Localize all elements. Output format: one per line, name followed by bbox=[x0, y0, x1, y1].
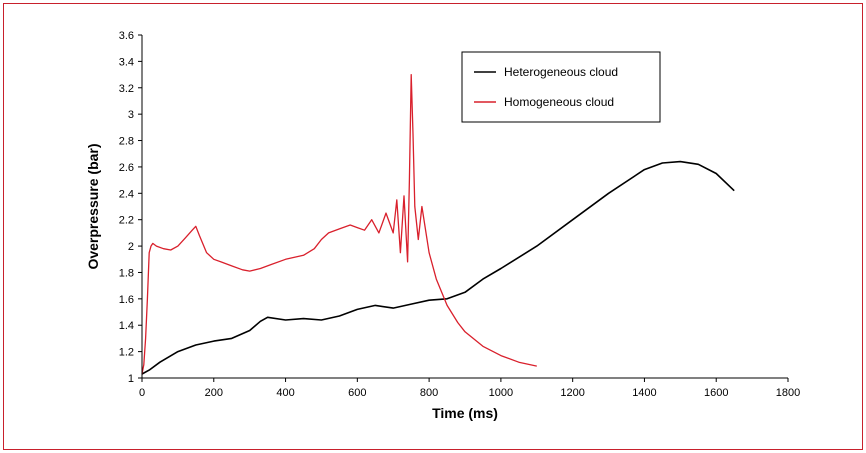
chart-frame bbox=[3, 3, 863, 450]
x-tick-label: 800 bbox=[420, 387, 438, 399]
y-tick-label: 3.4 bbox=[119, 56, 134, 68]
y-axis-title: Overpressure (bar) bbox=[85, 143, 101, 269]
y-tick-label: 3.2 bbox=[119, 83, 134, 95]
y-tick-label: 1 bbox=[128, 373, 134, 385]
x-tick-label: 400 bbox=[276, 387, 294, 399]
y-tick-label: 1.8 bbox=[119, 267, 134, 279]
y-tick-label: 3.6 bbox=[119, 30, 134, 42]
legend-label: Heterogeneous cloud bbox=[504, 65, 618, 79]
y-tick-label: 1.2 bbox=[119, 347, 134, 359]
x-tick-label: 0 bbox=[139, 387, 145, 399]
x-tick-label: 600 bbox=[348, 387, 366, 399]
x-axis-title: Time (ms) bbox=[432, 405, 498, 421]
y-tick-label: 2.2 bbox=[119, 215, 134, 227]
x-tick-label: 1600 bbox=[704, 387, 728, 399]
y-tick-label: 2.8 bbox=[119, 136, 134, 148]
x-tick-label: 1400 bbox=[632, 387, 656, 399]
y-tick-label: 2.4 bbox=[119, 188, 134, 200]
y-tick-label: 2 bbox=[128, 241, 134, 253]
legend-label: Homogeneous cloud bbox=[504, 95, 614, 109]
x-tick-label: 1800 bbox=[776, 387, 800, 399]
legend-box bbox=[461, 51, 661, 123]
y-tick-label: 1.4 bbox=[119, 320, 134, 332]
series-line-homogeneous bbox=[141, 73, 537, 375]
x-tick-label: 200 bbox=[205, 387, 223, 399]
y-tick-label: 2.6 bbox=[119, 162, 134, 174]
x-tick-label: 1200 bbox=[560, 387, 584, 399]
y-tick-label: 1.6 bbox=[119, 294, 134, 306]
x-tick-label: 1000 bbox=[489, 387, 513, 399]
series-line-heterogeneous bbox=[141, 160, 735, 375]
y-tick-label: 3 bbox=[128, 109, 134, 121]
